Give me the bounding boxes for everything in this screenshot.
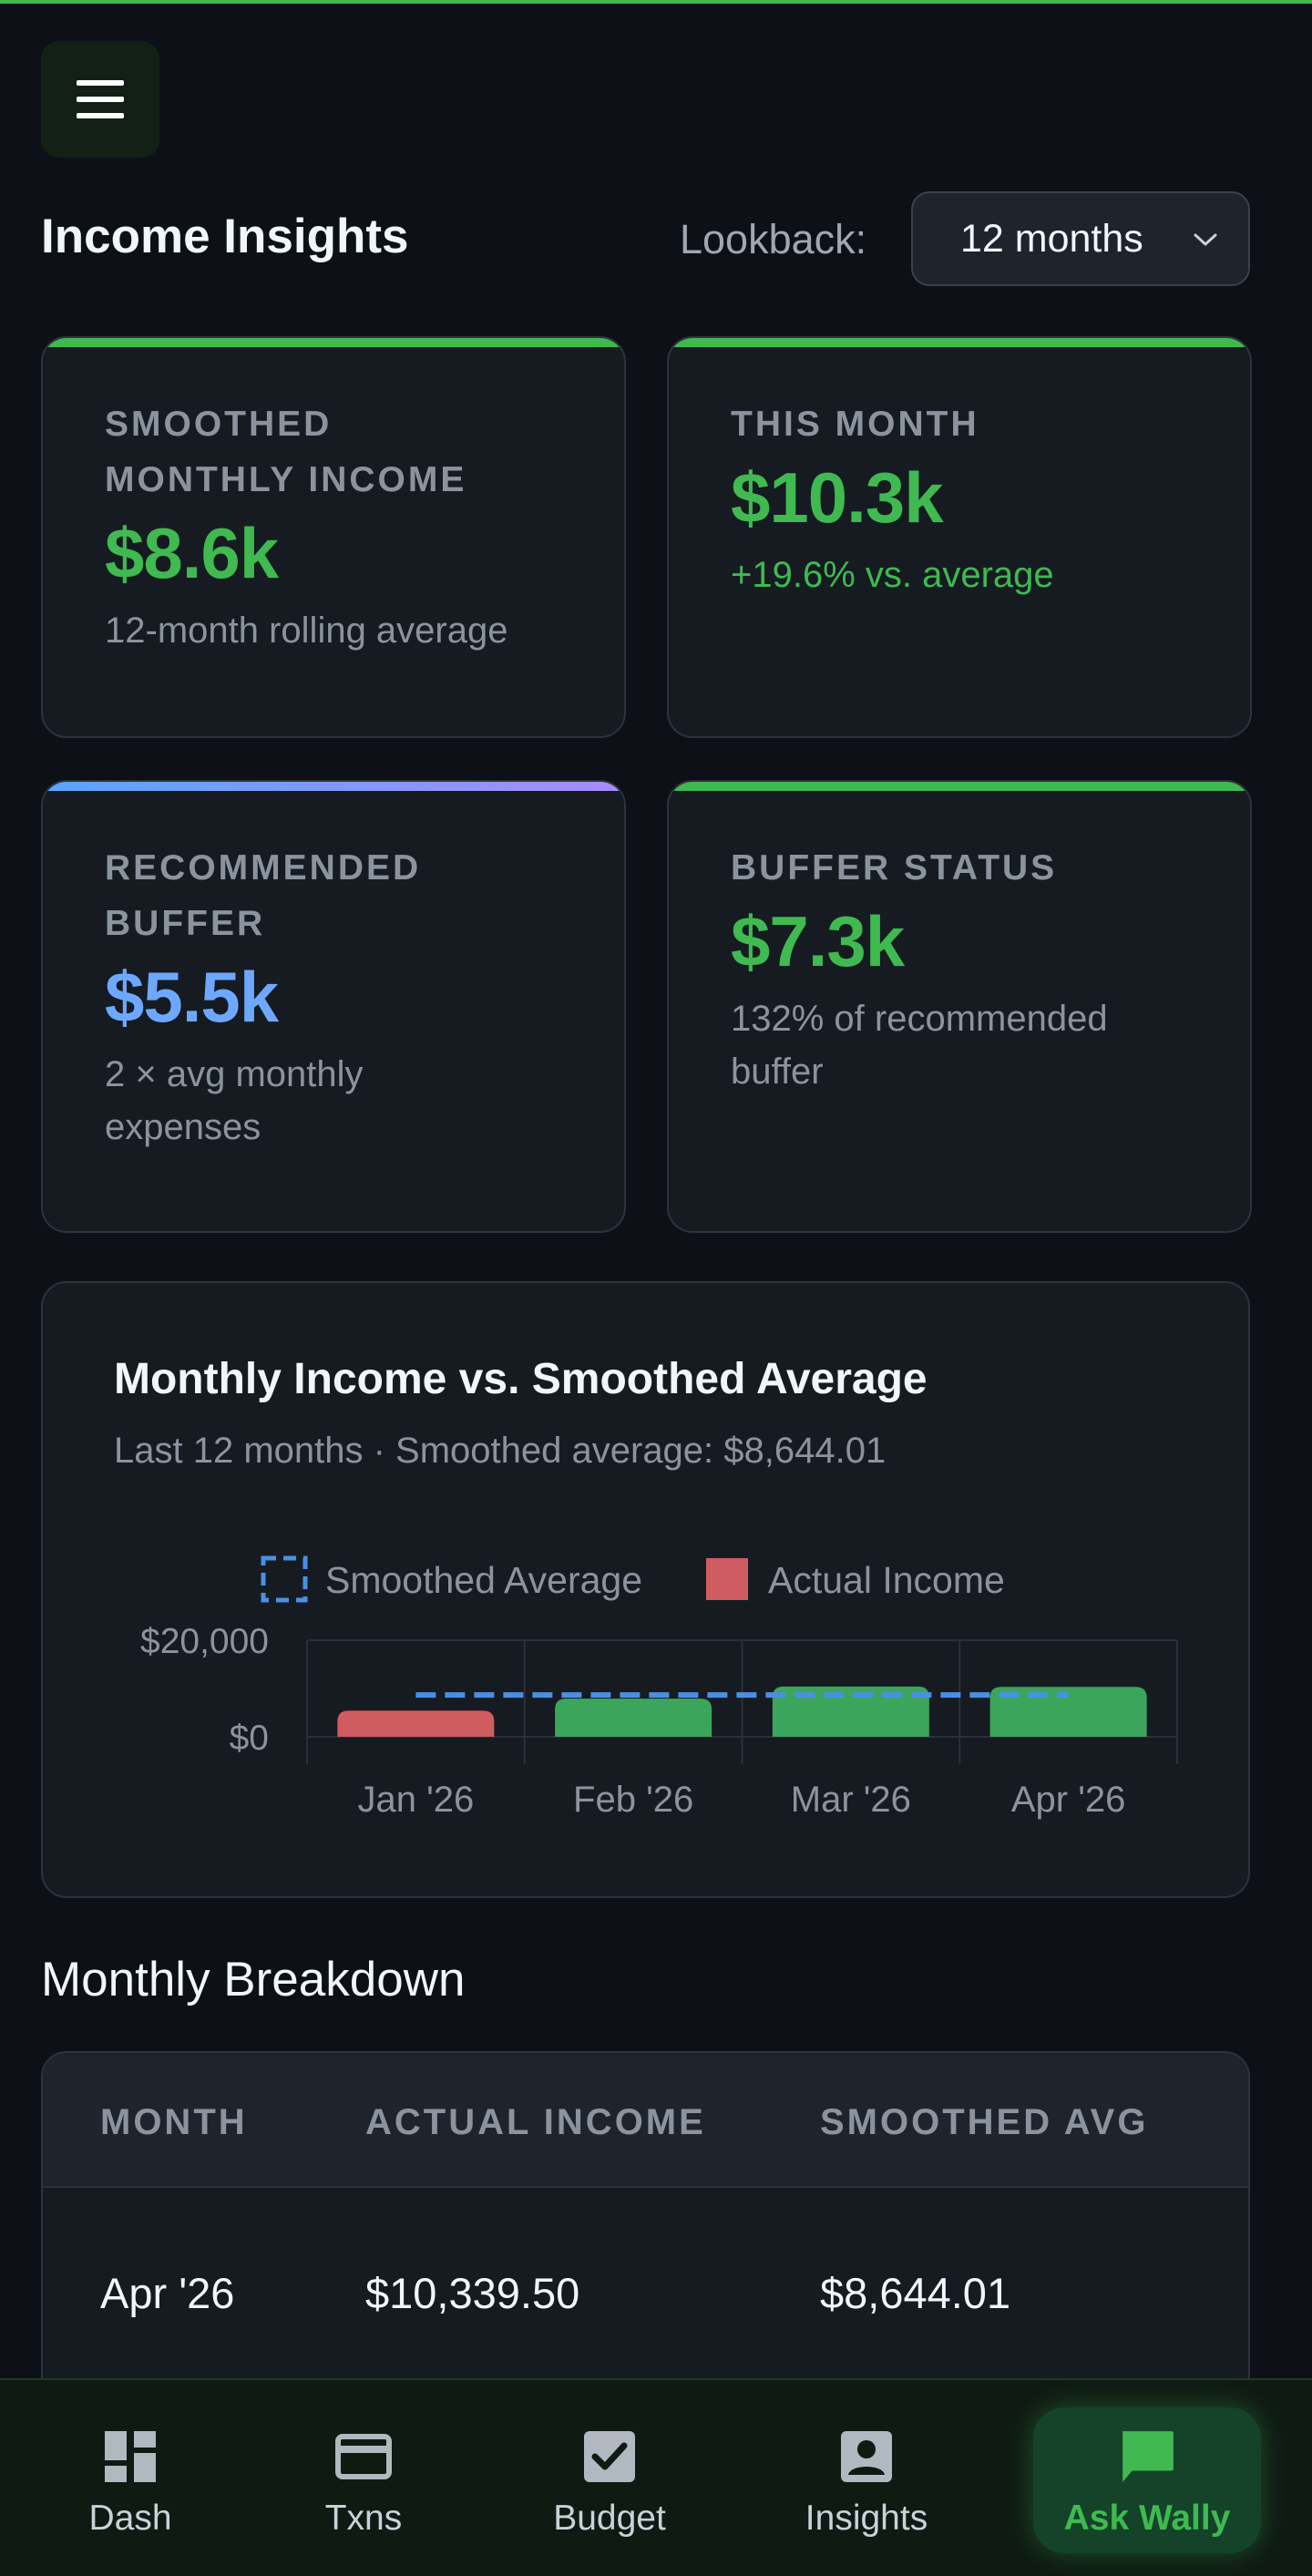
bottom-nav: Dash Txns Budget Insights Ask Wally bbox=[0, 2378, 1312, 2576]
credit-card-icon bbox=[335, 2434, 392, 2479]
card-subtext: 132% of recommended buffer bbox=[731, 998, 1108, 1092]
nav-label: Insights bbox=[805, 2499, 928, 2538]
cell-month: Apr '26 bbox=[100, 2269, 235, 2317]
header-actual-income: ACTUAL INCOME bbox=[365, 2102, 706, 2142]
bar bbox=[989, 1687, 1147, 1737]
checkbox-icon bbox=[584, 2431, 635, 2482]
chart-subtitle: Last 12 months · Smoothed average: $8,64… bbox=[114, 1431, 887, 1471]
chevron-down-icon bbox=[1194, 233, 1217, 246]
legend-label: Actual Income bbox=[768, 1559, 1005, 1601]
x-tick-label: Apr '26 bbox=[1011, 1780, 1126, 1820]
header-smoothed-avg: SMOOTHED AVG bbox=[820, 2102, 1149, 2142]
chat-bubble-icon bbox=[1122, 2431, 1174, 2482]
card-label: SMOOTHED MONTHLY INCOME bbox=[105, 405, 467, 499]
card-label: THIS MONTH bbox=[731, 405, 979, 444]
card-value: $10.3k bbox=[731, 457, 944, 538]
table-header: MONTH ACTUAL INCOME SMOOTHED AVG bbox=[43, 2053, 1248, 2188]
card-label: BUFFER STATUS bbox=[731, 848, 1058, 888]
y-tick-label: $20,000 bbox=[140, 1622, 269, 1661]
lookback-value: 12 months bbox=[960, 216, 1143, 261]
card-subtext: 12-month rolling average bbox=[105, 610, 508, 651]
this-month-card: THIS MONTH $10.3k +19.6% vs. average bbox=[667, 336, 1252, 738]
page-title: Income Insights bbox=[41, 210, 409, 263]
income-chart: $20,000 $0 Jan '26 Feb '26 Mar '26 Apr '26 Smo… bbox=[140, 1555, 1178, 1820]
card-value: $7.3k bbox=[731, 901, 905, 981]
card-accent bbox=[669, 782, 1250, 791]
menu-button[interactable] bbox=[41, 41, 159, 158]
chart-title: Monthly Income vs. Smoothed Average bbox=[114, 1355, 928, 1403]
nav-item-budget[interactable]: Budget bbox=[532, 2380, 687, 2576]
nav-label: Txns bbox=[324, 2499, 403, 2538]
income-chart-card: Monthly Income vs. Smoothed Average Last… bbox=[41, 1281, 1250, 1898]
legend-swatch-actual bbox=[706, 1558, 748, 1600]
account-box-icon bbox=[841, 2431, 892, 2482]
card-value: $8.6k bbox=[105, 513, 279, 593]
cell-actual-income: $10,339.50 bbox=[365, 2269, 580, 2317]
nav-item-insights[interactable]: Insights bbox=[789, 2380, 944, 2576]
nav-label: Dash bbox=[88, 2499, 172, 2538]
x-tick-label: Feb '26 bbox=[573, 1780, 693, 1820]
card-accent bbox=[43, 338, 624, 347]
buffer-status-card: BUFFER STATUS $7.3k 132% of recommended b… bbox=[667, 780, 1252, 1233]
card-subtext: 2 × avg monthly expenses bbox=[105, 1053, 364, 1147]
legend-swatch-smoothed bbox=[261, 1555, 308, 1603]
cell-smoothed-avg: $8,644.01 bbox=[820, 2269, 1011, 2317]
dashboard-icon bbox=[105, 2431, 156, 2482]
hamburger-icon bbox=[77, 80, 124, 118]
nav-item-txns[interactable]: Txns bbox=[297, 2380, 430, 2576]
x-tick-label: Mar '26 bbox=[791, 1780, 911, 1820]
ask-wally-button[interactable]: Ask Wally bbox=[1033, 2407, 1261, 2553]
lookback-label: Lookback: bbox=[680, 216, 867, 262]
top-accent-bar bbox=[0, 0, 1312, 4]
nav-item-dash[interactable]: Dash bbox=[64, 2380, 197, 2576]
header-month: MONTH bbox=[100, 2102, 248, 2142]
y-tick-label: $0 bbox=[230, 1719, 269, 1758]
bar bbox=[337, 1710, 495, 1737]
recommended-buffer-card: RECOMMENDED BUFFER $5.5k 2 × avg monthly e… bbox=[41, 780, 626, 1233]
bar bbox=[555, 1699, 712, 1737]
card-accent bbox=[43, 782, 624, 791]
card-accent bbox=[669, 338, 1250, 347]
smoothed-income-card: SMOOTHED MONTHLY INCOME $8.6k 12-month ro… bbox=[41, 336, 626, 738]
legend-label: Smoothed Average bbox=[325, 1559, 642, 1601]
card-subtext: +19.6% vs. average bbox=[731, 554, 1054, 595]
card-value: $5.5k bbox=[105, 957, 279, 1037]
x-tick-label: Jan '26 bbox=[358, 1780, 475, 1820]
bar bbox=[772, 1686, 929, 1737]
lookback-select[interactable]: 12 months bbox=[911, 191, 1250, 286]
breakdown-title: Monthly Breakdown bbox=[41, 1953, 466, 2006]
nav-label: Budget bbox=[553, 2499, 666, 2538]
ask-wally-label: Ask Wally bbox=[1063, 2499, 1231, 2538]
card-label: RECOMMENDED BUFFER bbox=[105, 848, 422, 943]
